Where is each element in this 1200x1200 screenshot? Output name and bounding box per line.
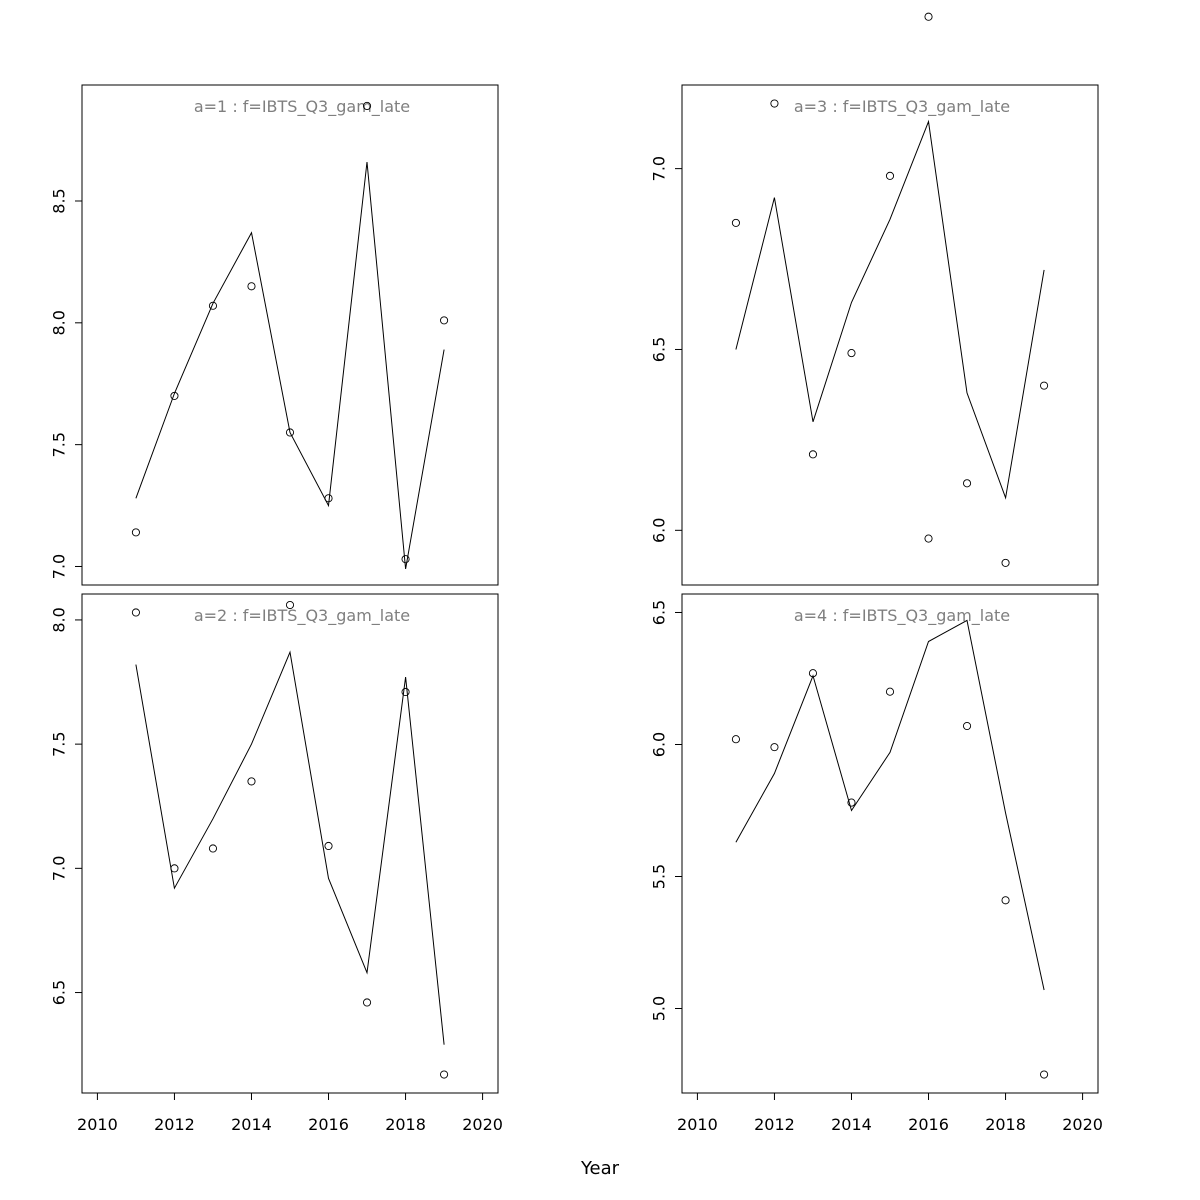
panel-2: a=3 : f=IBTS_Q3_gam_late 6.0 6.5 7.0 — [650, 12, 1099, 586]
x-tick-label: 2018 — [985, 1115, 1026, 1134]
y-tick-label: 5.0 — [650, 996, 669, 1021]
data-point — [924, 12, 933, 21]
data-point — [208, 301, 218, 310]
data-point — [170, 864, 179, 873]
panel-title: a=4 : f=IBTS_Q3_gam_late — [794, 606, 1010, 626]
data-point — [401, 555, 410, 564]
y-tick-label: 8.0 — [50, 607, 69, 632]
data-point — [247, 777, 256, 786]
data-point — [1001, 896, 1010, 905]
fitted-line — [735, 619, 1045, 991]
y-tick-label: 6.5 — [650, 600, 669, 625]
data-point — [885, 171, 895, 180]
x-tick-label: 2012 — [154, 1115, 195, 1134]
y-tick-label: 6.0 — [650, 518, 669, 543]
data-point — [285, 600, 295, 610]
x-tick-label: 2012 — [754, 1115, 795, 1134]
data-point — [324, 841, 333, 851]
data-point — [131, 528, 140, 537]
y-tick-label: 7.0 — [50, 856, 69, 881]
data-point — [731, 218, 740, 227]
data-point — [847, 349, 856, 358]
x-tick-label: 2016 — [908, 1115, 949, 1134]
panel-title: a=3 : f=IBTS_Q3_gam_late — [794, 97, 1010, 117]
data-point — [847, 798, 856, 807]
x-tick-label: 2014 — [231, 1115, 272, 1134]
data-point — [324, 494, 333, 503]
x-tick-label: 2010 — [77, 1115, 118, 1134]
y-tick-label: 8.0 — [50, 310, 69, 335]
data-point — [808, 450, 818, 459]
data-point — [208, 844, 218, 853]
panel-frame — [681, 84, 1099, 586]
data-point — [131, 608, 140, 617]
y-tick-label: 7.0 — [50, 554, 69, 579]
data-point — [362, 998, 372, 1007]
fitted-line — [135, 650, 445, 1045]
fitted-line — [735, 119, 1045, 500]
data-point — [924, 534, 933, 543]
panel-4: a=4 : f=IBTS_Q3_gam_late 5.0 5.5 6.0 6.5 2010… — [650, 534, 1103, 1134]
data-point — [962, 721, 972, 731]
data-point — [962, 479, 972, 488]
data-point — [440, 1070, 449, 1079]
panel-3: a=2 : f=IBTS_Q3_gam_late 6.5 7.0 7.5 8.0 2010… — [50, 593, 503, 1134]
data-point — [1040, 381, 1049, 390]
x-tick-label: 2020 — [462, 1115, 503, 1134]
y-tick-label: 6.0 — [650, 732, 669, 757]
data-point — [1001, 558, 1010, 567]
data-point — [731, 735, 740, 744]
data-point — [401, 687, 410, 697]
x-tick-label: 2010 — [677, 1115, 718, 1134]
data-point — [247, 282, 256, 291]
y-tick-label: 7.5 — [50, 731, 69, 756]
data-point — [770, 743, 779, 752]
fitted-line — [135, 161, 445, 569]
data-point — [362, 101, 372, 111]
data-point — [885, 687, 895, 696]
data-point — [170, 391, 179, 400]
panel-frame — [81, 593, 499, 1094]
y-tick-label: 6.5 — [50, 980, 69, 1005]
panel-title: a=1 : f=IBTS_Q3_gam_late — [194, 97, 410, 117]
data-point — [1040, 1070, 1049, 1079]
panel-title: a=2 : f=IBTS_Q3_gam_late — [194, 606, 410, 626]
panel-frame — [681, 593, 1099, 1094]
x-tick-label: 2020 — [1062, 1115, 1103, 1134]
data-point — [285, 428, 295, 437]
x-tick-label: 2016 — [308, 1115, 349, 1134]
data-point — [440, 316, 449, 325]
x-axis-label: Year — [580, 1158, 620, 1179]
y-tick-label: 7.5 — [50, 432, 69, 457]
y-tick-label: 7.0 — [650, 156, 669, 181]
y-tick-label: 6.5 — [650, 337, 669, 362]
y-tick-label: 8.5 — [50, 188, 69, 213]
data-point — [770, 99, 779, 108]
x-tick-label: 2018 — [385, 1115, 426, 1134]
data-point — [808, 669, 818, 678]
panel-frame — [81, 84, 499, 586]
panel-1: a=1 : f=IBTS_Q3_gam_late 7.0 7.5 8.0 8.5 — [50, 84, 499, 586]
y-tick-label: 5.5 — [650, 864, 669, 889]
x-tick-label: 2014 — [831, 1115, 872, 1134]
